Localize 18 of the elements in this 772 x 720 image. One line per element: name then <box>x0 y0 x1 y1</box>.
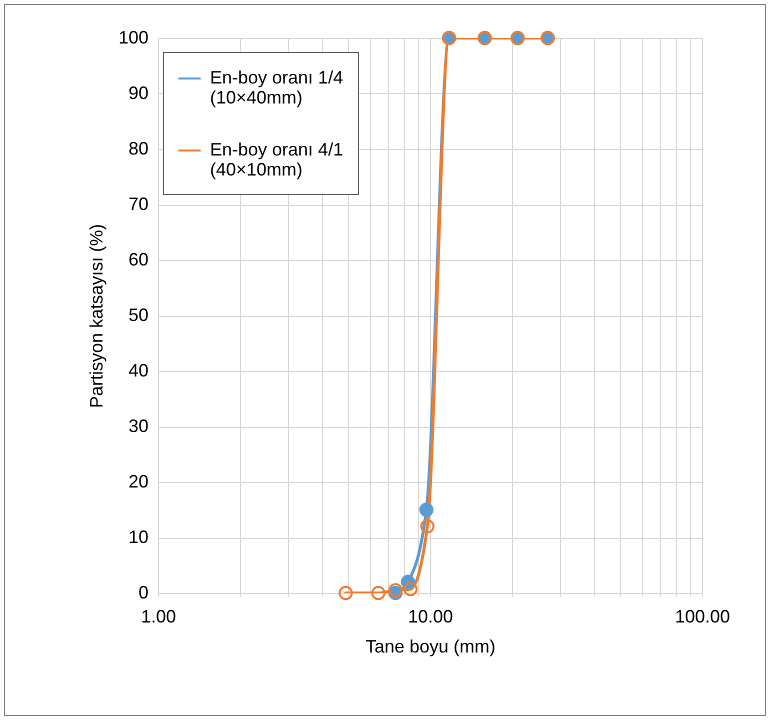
y-tick-label: 90 <box>128 83 148 103</box>
x-tick-label: 100.00 <box>674 606 730 626</box>
y-tick-label: 70 <box>128 194 148 214</box>
y-tick-label: 30 <box>128 416 148 436</box>
y-tick-label: 20 <box>128 472 148 492</box>
x-tick-label: 10.00 <box>408 606 454 626</box>
legend-label: En-boy oranı 4/1 (40×10mm) <box>210 140 344 180</box>
y-tick-label: 10 <box>128 527 148 547</box>
y-tick-label: 60 <box>128 250 148 270</box>
y-tick-label: 40 <box>128 360 148 380</box>
y-tick-label: 100 <box>118 28 148 48</box>
x-axis-title: Tane boyu (mm) <box>365 636 496 656</box>
x-tick-label: 1.00 <box>140 606 176 626</box>
y-tick-label: 80 <box>128 138 148 158</box>
y-tick-label: 50 <box>128 305 148 325</box>
y-axis-title: Partisyon katsayısı (%) <box>86 224 106 408</box>
legend-label: En-boy oranı 1/4 (10×40mm) <box>210 68 344 108</box>
y-tick-label: 0 <box>138 582 148 602</box>
